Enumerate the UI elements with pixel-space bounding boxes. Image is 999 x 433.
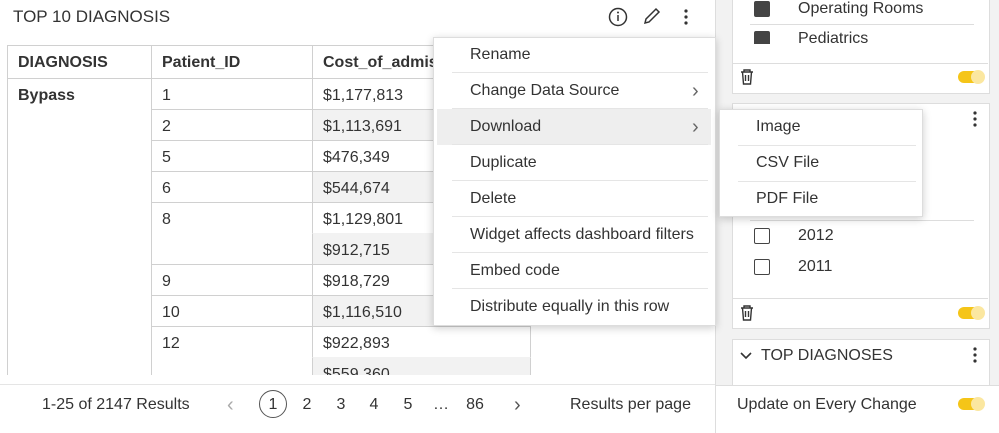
divider [732, 298, 988, 299]
menu-item[interactable]: Embed code [470, 262, 560, 279]
trash-icon[interactable] [739, 304, 755, 322]
menu-divider [452, 108, 708, 109]
next-page[interactable]: › [514, 394, 521, 416]
menu-divider [452, 216, 708, 217]
menu-divider [452, 72, 708, 73]
page-number[interactable]: 3 [336, 396, 346, 413]
widget-title: TOP 10 DIAGNOSIS [13, 7, 171, 26]
clip: Pediatrics [732, 28, 988, 44]
cell: 9 [151, 264, 313, 296]
cell: 6 [151, 171, 313, 203]
divider [0, 384, 715, 385]
results-summary: 1-25 of 2147 Results [42, 396, 190, 413]
trash-icon[interactable] [739, 68, 755, 86]
toggle[interactable] [958, 306, 985, 320]
page-number[interactable]: … [433, 396, 449, 413]
kebab-icon[interactable] [968, 345, 982, 367]
page-number[interactable]: 2 [302, 396, 312, 413]
update-label: Update on Every Change [737, 396, 917, 413]
chevron[interactable] [739, 350, 753, 362]
cell: 5 [151, 140, 313, 172]
page-current [259, 390, 287, 418]
menu-item[interactable]: Change Data Source [470, 82, 620, 99]
option[interactable]: Pediatrics [798, 30, 869, 44]
menu-item[interactable]: Distribute equally in this row [470, 298, 670, 315]
menu-item[interactable]: Download [470, 118, 542, 135]
menu-divider [452, 144, 708, 145]
divider [732, 63, 988, 64]
checkbox[interactable] [754, 259, 770, 275]
footer [716, 385, 999, 433]
option[interactable]: 2011 [798, 258, 833, 275]
menu-divider [452, 180, 708, 181]
menu-highlight [437, 109, 711, 145]
widget-icons[interactable] [605, 5, 700, 29]
menu-chevron: › [692, 80, 699, 102]
menu-divider [738, 145, 916, 146]
kebab-icon[interactable] [968, 109, 982, 131]
submenu [719, 109, 923, 217]
menu-item[interactable]: Rename [470, 46, 531, 63]
cell: 12 [151, 326, 313, 375]
page-number[interactable]: 86 [466, 396, 484, 413]
menu-divider [452, 252, 708, 253]
checkbox[interactable] [754, 1, 770, 17]
submenu-item[interactable]: PDF File [756, 190, 819, 207]
menu-divider [452, 288, 708, 289]
page-number[interactable]: 5 [403, 396, 413, 413]
column-header: Patient_ID [151, 45, 313, 79]
divider [750, 220, 974, 221]
page-number[interactable]: 4 [369, 396, 379, 413]
cell: 1 [151, 78, 313, 110]
filter-card [732, 0, 990, 94]
submenu-item[interactable]: CSV File [756, 154, 820, 171]
submenu-item[interactable]: Image [756, 118, 801, 135]
menu-item[interactable]: Delete [470, 190, 517, 207]
toggle[interactable] [958, 397, 985, 411]
cell: 8 [151, 202, 313, 265]
filter-title: TOP DIAGNOSES [761, 347, 893, 364]
option[interactable]: Operating Rooms [798, 0, 924, 17]
toggle[interactable] [958, 70, 985, 84]
menu-item[interactable]: Duplicate [470, 154, 537, 171]
checkbox[interactable] [754, 31, 770, 44]
cell: $559,360 [312, 357, 531, 375]
context-menu [433, 37, 716, 326]
menu-divider [738, 181, 916, 182]
cell: 10 [151, 295, 313, 327]
group-cell: Bypass [7, 78, 152, 375]
prev-page[interactable]: ‹ [227, 394, 234, 416]
per-page-label: Results per page [570, 396, 691, 413]
menu-item[interactable]: Widget affects dashboard filters [470, 226, 694, 243]
divider [750, 24, 974, 25]
menu-chevron: › [692, 116, 699, 138]
checkbox[interactable] [754, 228, 770, 244]
column-header: DIAGNOSIS [7, 45, 152, 79]
option[interactable]: 2012 [798, 227, 834, 244]
cell: $922,893 [312, 326, 531, 358]
cell: 2 [151, 109, 313, 141]
